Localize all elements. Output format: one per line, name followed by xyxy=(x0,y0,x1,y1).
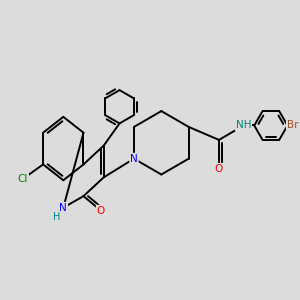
Text: O: O xyxy=(97,206,105,215)
Text: N: N xyxy=(130,154,138,164)
Text: Cl: Cl xyxy=(18,174,28,184)
Text: Br: Br xyxy=(287,121,298,130)
Text: N: N xyxy=(59,203,67,213)
Text: O: O xyxy=(215,164,223,174)
Text: H: H xyxy=(53,212,61,222)
Text: NH: NH xyxy=(236,121,251,130)
